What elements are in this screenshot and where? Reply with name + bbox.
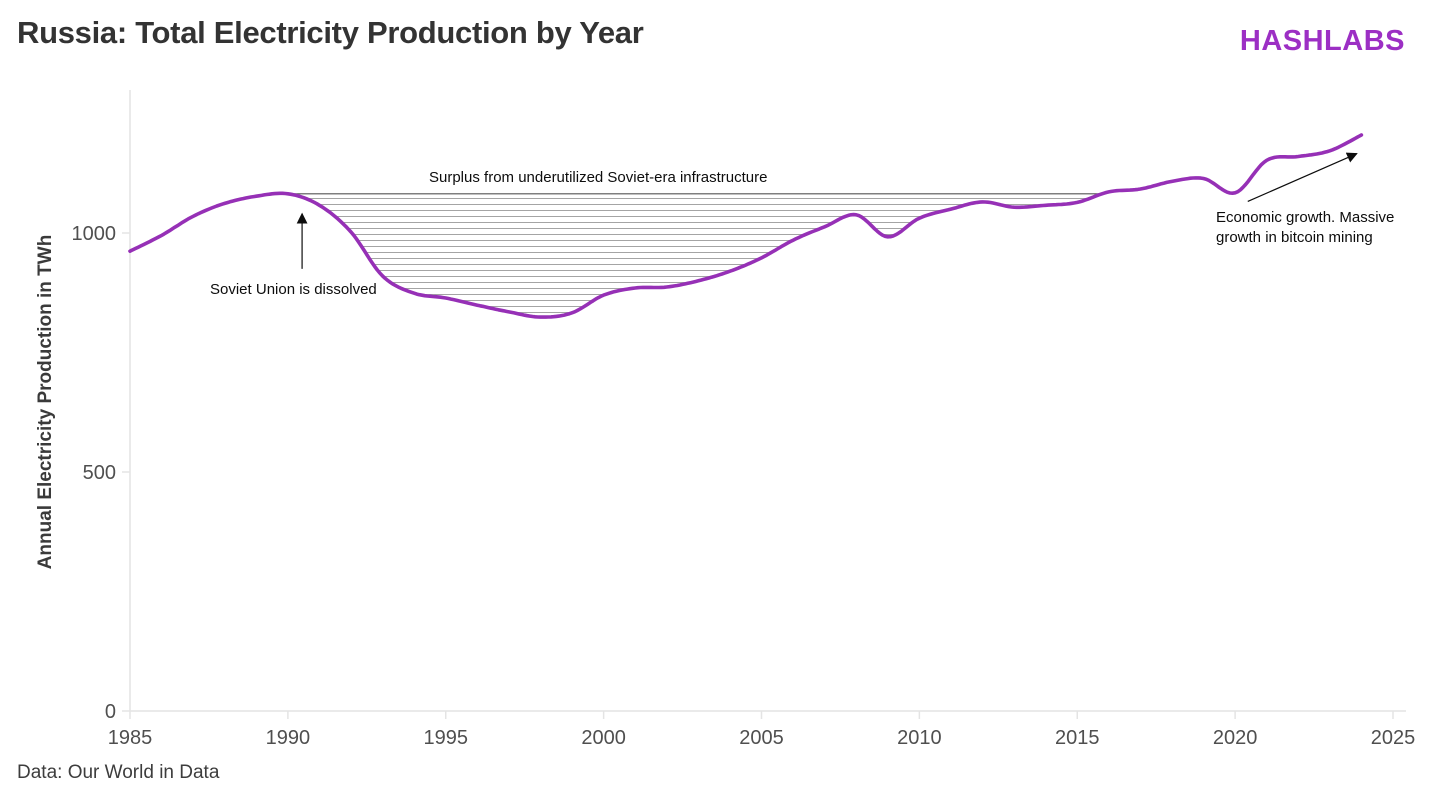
x-tick-label: 2000	[581, 727, 626, 749]
y-tick-label: 0	[105, 701, 116, 723]
y-tick-label: 500	[83, 462, 116, 484]
y-tick-label: 1000	[72, 223, 117, 245]
x-tick-label: 2020	[1213, 727, 1258, 749]
x-tick-label: 2015	[1055, 727, 1100, 749]
y-axis-title: Annual Electricity Production in TWh	[35, 234, 56, 570]
annotation-soviet-union: Soviet Union is dissolved	[210, 281, 377, 298]
x-tick-label: 1985	[108, 727, 153, 749]
annotation-bitcoin-growth: Economic growth. Massive growth in bitco…	[1216, 209, 1395, 246]
data-source: Data: Our World in Data	[17, 762, 220, 783]
hashlabs-logo: HASHLABS	[1239, 25, 1405, 57]
x-tick-label: 2005	[739, 727, 784, 749]
production-line	[128, 133, 1364, 319]
x-tick-label: 2010	[897, 727, 942, 749]
annotation-arrow-bitcoin	[1247, 152, 1358, 203]
annotation-surplus: Surplus from underutilized Soviet-era in…	[429, 169, 768, 186]
page-title: Russia: Total Electricity Production by …	[17, 15, 644, 50]
x-tick-label: 2025	[1371, 727, 1416, 749]
surplus-hatch-area	[264, 193, 1104, 318]
x-tick-label: 1990	[266, 727, 311, 749]
x-tick-label: 1995	[424, 727, 469, 749]
